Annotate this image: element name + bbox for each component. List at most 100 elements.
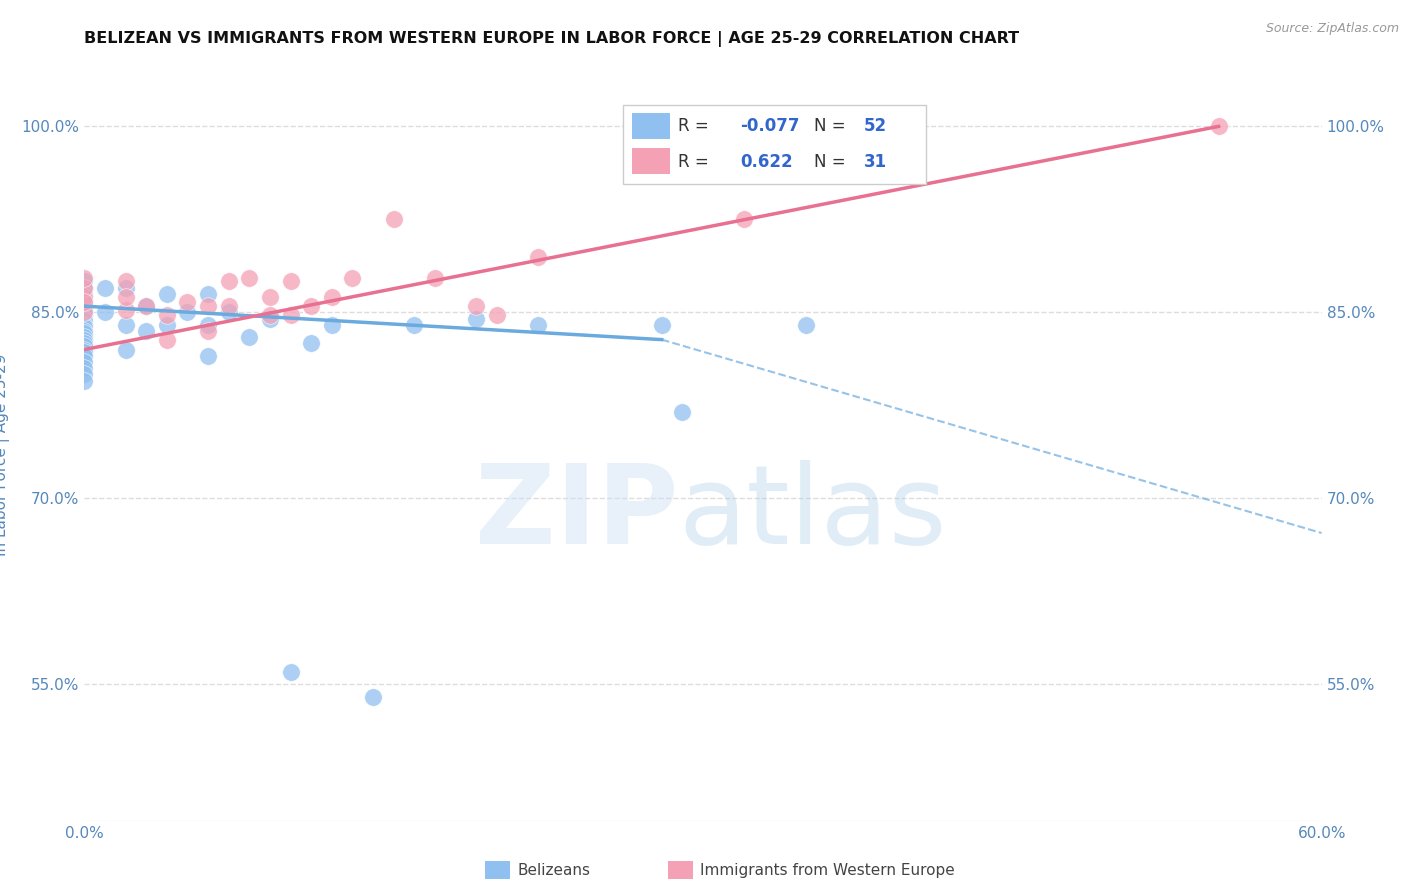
Point bbox=[321, 318, 343, 332]
Point bbox=[361, 690, 384, 704]
Point bbox=[176, 295, 198, 310]
Point bbox=[73, 339, 96, 353]
Point bbox=[114, 302, 136, 317]
Point bbox=[114, 274, 136, 288]
Point bbox=[465, 299, 488, 313]
Point bbox=[114, 280, 136, 294]
Point bbox=[299, 299, 322, 313]
Point bbox=[73, 361, 96, 376]
Point bbox=[73, 330, 96, 344]
Point bbox=[259, 311, 281, 326]
Point bbox=[135, 299, 157, 313]
Point bbox=[527, 250, 550, 264]
Point bbox=[73, 286, 96, 301]
Text: Immigrants from Western Europe: Immigrants from Western Europe bbox=[700, 863, 955, 878]
Point bbox=[671, 404, 693, 418]
Point bbox=[73, 305, 96, 319]
Point bbox=[73, 270, 96, 285]
Point bbox=[651, 318, 673, 332]
Point bbox=[733, 212, 755, 227]
Point bbox=[238, 330, 260, 344]
Point bbox=[73, 290, 96, 304]
Point bbox=[73, 311, 96, 326]
Text: Source: ZipAtlas.com: Source: ZipAtlas.com bbox=[1265, 22, 1399, 36]
Point bbox=[135, 299, 157, 313]
Text: R =: R = bbox=[678, 153, 709, 170]
Point bbox=[280, 308, 302, 322]
Text: atlas: atlas bbox=[678, 460, 946, 567]
Point bbox=[238, 270, 260, 285]
Point bbox=[342, 270, 364, 285]
Point bbox=[197, 324, 219, 338]
FancyBboxPatch shape bbox=[623, 105, 925, 185]
Point bbox=[527, 318, 550, 332]
Point bbox=[218, 305, 240, 319]
Point bbox=[73, 295, 96, 310]
Point bbox=[73, 299, 96, 313]
Point bbox=[73, 336, 96, 351]
Point bbox=[218, 299, 240, 313]
Point bbox=[73, 349, 96, 363]
Point bbox=[73, 305, 96, 319]
Point bbox=[1208, 120, 1230, 134]
Point bbox=[135, 324, 157, 338]
Point bbox=[73, 374, 96, 388]
Point bbox=[321, 290, 343, 304]
Point bbox=[794, 318, 817, 332]
Text: -0.077: -0.077 bbox=[740, 117, 800, 135]
Point bbox=[197, 318, 219, 332]
Point bbox=[423, 270, 446, 285]
Point bbox=[73, 326, 96, 341]
Point bbox=[73, 318, 96, 332]
Point bbox=[73, 320, 96, 334]
Point bbox=[197, 349, 219, 363]
Point bbox=[73, 355, 96, 369]
Point bbox=[218, 274, 240, 288]
Point bbox=[197, 286, 219, 301]
Point bbox=[156, 308, 179, 322]
Point bbox=[465, 311, 488, 326]
Text: 31: 31 bbox=[863, 153, 887, 170]
Point bbox=[404, 318, 426, 332]
Point bbox=[156, 286, 179, 301]
Point bbox=[259, 308, 281, 322]
Point bbox=[73, 324, 96, 338]
Text: 0.622: 0.622 bbox=[740, 153, 793, 170]
Point bbox=[280, 274, 302, 288]
Text: R =: R = bbox=[678, 117, 709, 135]
Point bbox=[114, 318, 136, 332]
Text: N =: N = bbox=[814, 153, 846, 170]
Text: BELIZEAN VS IMMIGRANTS FROM WESTERN EUROPE IN LABOR FORCE | AGE 25-29 CORRELATIO: BELIZEAN VS IMMIGRANTS FROM WESTERN EURO… bbox=[84, 31, 1019, 47]
Point bbox=[73, 302, 96, 317]
Point bbox=[485, 308, 508, 322]
Point bbox=[259, 290, 281, 304]
Point bbox=[156, 333, 179, 347]
Point bbox=[73, 333, 96, 347]
Point bbox=[94, 280, 117, 294]
Text: N =: N = bbox=[814, 117, 846, 135]
Text: 52: 52 bbox=[863, 117, 887, 135]
Point bbox=[73, 343, 96, 357]
Point bbox=[280, 665, 302, 679]
Point bbox=[73, 314, 96, 328]
Point bbox=[73, 280, 96, 294]
Point bbox=[114, 290, 136, 304]
Point bbox=[73, 345, 96, 359]
Point bbox=[299, 336, 322, 351]
FancyBboxPatch shape bbox=[633, 113, 669, 139]
Point bbox=[94, 305, 117, 319]
Point bbox=[73, 293, 96, 307]
Point bbox=[197, 299, 219, 313]
Y-axis label: In Labor Force | Age 25-29: In Labor Force | Age 25-29 bbox=[0, 354, 10, 556]
Point bbox=[176, 305, 198, 319]
FancyBboxPatch shape bbox=[633, 148, 669, 174]
Point bbox=[73, 280, 96, 294]
Point bbox=[73, 308, 96, 322]
Point bbox=[73, 274, 96, 288]
Point bbox=[73, 368, 96, 382]
Point bbox=[114, 343, 136, 357]
Text: ZIP: ZIP bbox=[475, 460, 678, 567]
Point bbox=[382, 212, 405, 227]
Point bbox=[156, 318, 179, 332]
Text: Belizeans: Belizeans bbox=[517, 863, 591, 878]
